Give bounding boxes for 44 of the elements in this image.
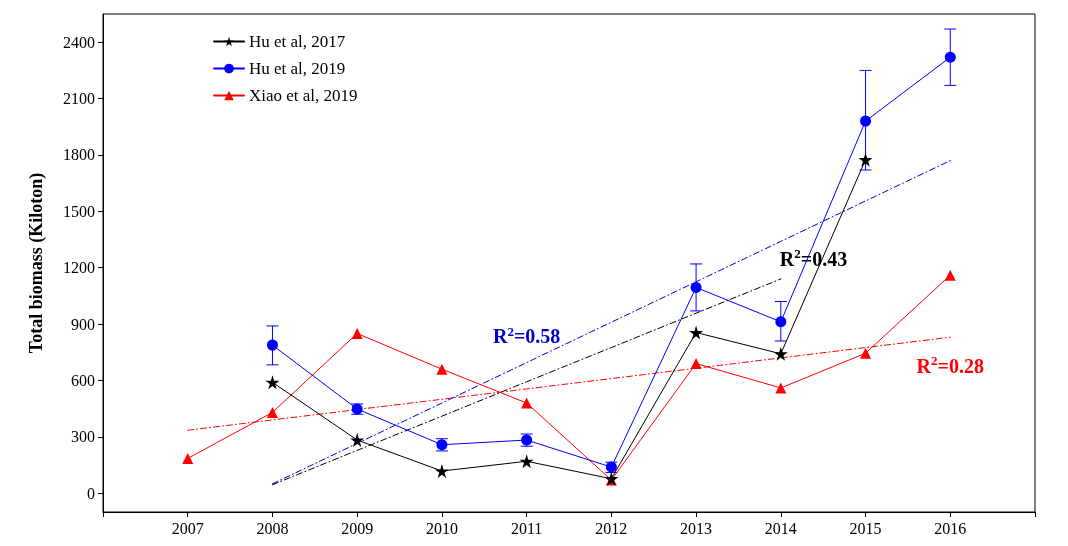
y-tick-label: 1800 (63, 146, 95, 164)
point (434, 464, 449, 479)
point (521, 397, 533, 409)
point (860, 115, 872, 127)
point (266, 339, 278, 351)
y-axis-title: Total biomass (Kiloton) (26, 172, 47, 354)
point (775, 316, 787, 328)
point (182, 452, 194, 464)
x-tick-label: 2013 (680, 519, 713, 537)
x-tick-label: 2007 (171, 519, 204, 537)
point (689, 325, 704, 340)
y-tick-label: 2400 (63, 33, 95, 51)
point (350, 433, 365, 448)
point (690, 358, 702, 370)
legend-label: Xiao et al, 2019 (249, 86, 358, 105)
point (436, 363, 448, 375)
point (351, 327, 363, 339)
x-tick-label: 2014 (764, 519, 797, 537)
point (944, 269, 956, 281)
x-tick-label: 2011 (510, 519, 543, 537)
point (858, 152, 873, 167)
point (775, 382, 787, 394)
x-tick-label: 2012 (595, 519, 628, 537)
y-tick-label: 600 (71, 371, 95, 389)
x-tick-label: 2008 (256, 519, 289, 537)
x-tick-label: 2009 (341, 519, 374, 537)
x-tick-label: 2010 (425, 519, 458, 537)
point (265, 375, 280, 390)
x-tick-label: 2015 (849, 519, 882, 537)
y-tick-label: 900 (71, 315, 95, 333)
point (860, 347, 872, 359)
y-tick-label: 1200 (63, 259, 95, 277)
point (773, 346, 788, 361)
point (266, 406, 278, 418)
y-tick-label: 1500 (63, 202, 95, 220)
point (690, 281, 702, 293)
y-tick-label: 300 (71, 428, 95, 446)
legend-label: Hu et al, 2017 (249, 32, 346, 51)
y-tick-label: 2100 (63, 90, 95, 108)
legend-label: Hu et al, 2019 (249, 59, 346, 78)
point (944, 51, 956, 63)
x-tick-label: 2016 (934, 519, 967, 537)
y-tick-label: 0 (87, 484, 95, 502)
point (519, 454, 534, 469)
